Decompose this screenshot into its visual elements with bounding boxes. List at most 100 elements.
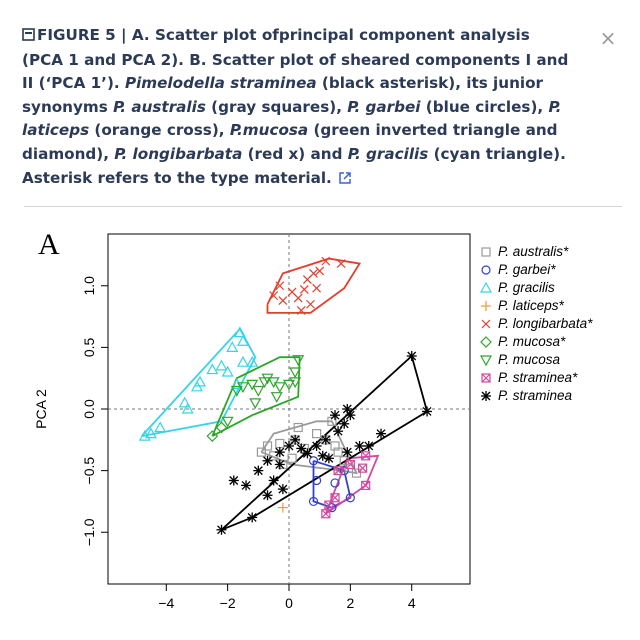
point-invtriangle bbox=[292, 355, 305, 366]
y-tick-label: −0.5 bbox=[81, 457, 97, 485]
legend-label: P. garbei* bbox=[498, 262, 556, 277]
point-square bbox=[262, 441, 273, 451]
figure-panel: −4 −2 0 2 4 −1.0 −0.5 0.0 0.5 1.0 PCA 2 A P. austral… bbox=[0, 212, 640, 640]
caption-species-name: P. laticeps bbox=[22, 97, 562, 140]
legend-label: P. gracilis bbox=[498, 280, 555, 295]
point-triangle bbox=[154, 421, 167, 433]
caption-text: A. Scatter plot ofprincipal component an… bbox=[22, 26, 568, 187]
x-tick-label: 4 bbox=[408, 595, 416, 611]
pca-scatter-chart: −4 −2 0 2 4 −1.0 −0.5 0.0 0.5 1.0 PCA 2 A P. austral… bbox=[33, 228, 593, 611]
figure-label: FIGURE 5 | bbox=[37, 26, 127, 44]
point-circle bbox=[308, 496, 319, 507]
point-boxx bbox=[330, 493, 340, 503]
point-circle bbox=[312, 475, 322, 486]
point-triangle bbox=[206, 363, 219, 375]
point-triangle bbox=[236, 355, 250, 367]
point-square bbox=[293, 422, 303, 433]
point-triangle bbox=[138, 429, 151, 441]
point-boxx bbox=[324, 500, 334, 510]
point-square bbox=[312, 429, 322, 439]
point-circle bbox=[339, 466, 349, 476]
point-circle bbox=[327, 502, 337, 513]
point-x bbox=[269, 291, 279, 301]
point-triangle bbox=[230, 378, 243, 389]
point-square bbox=[269, 451, 279, 461]
point-asterisk bbox=[262, 490, 273, 501]
caption-segment: (green inverted triangle and diamond), bbox=[22, 121, 558, 163]
y-axis-title: PCA 2 bbox=[33, 389, 49, 429]
caption-segment: (black asterisk), its junior synonyms bbox=[22, 74, 544, 116]
x-tick-label: −4 bbox=[158, 595, 174, 611]
legend-label: P. laticeps* bbox=[498, 298, 565, 313]
point-invtriangle bbox=[221, 416, 234, 428]
point-asterisk bbox=[323, 453, 334, 464]
figure-caption: FIGURE 5 | A. Scatter plot ofprincipal c… bbox=[22, 24, 570, 192]
x-tick-label: 2 bbox=[346, 595, 354, 611]
point-asterisk bbox=[342, 404, 353, 414]
hull-boxx bbox=[324, 454, 380, 515]
point-x bbox=[336, 259, 346, 269]
point-triangle bbox=[190, 380, 203, 392]
point-circle bbox=[330, 478, 340, 488]
point-asterisk bbox=[339, 418, 350, 429]
x-tick-label: 0 bbox=[285, 595, 293, 611]
caption-segment: (gray squares), bbox=[205, 97, 348, 116]
point-invtriangle bbox=[289, 367, 302, 379]
point-boxx bbox=[361, 451, 371, 461]
point-asterisk bbox=[274, 447, 285, 458]
point-triangle bbox=[194, 375, 207, 387]
point-triangle bbox=[226, 341, 239, 352]
point-triangle bbox=[233, 326, 246, 338]
point-x bbox=[293, 293, 303, 303]
figure-icon bbox=[22, 25, 35, 49]
point-x bbox=[296, 305, 306, 315]
point-boxx bbox=[321, 509, 331, 519]
point-x bbox=[275, 281, 285, 291]
point-x bbox=[299, 285, 309, 294]
point-asterisk bbox=[274, 459, 285, 470]
legend-marker bbox=[480, 336, 492, 348]
legend-marker bbox=[479, 281, 493, 293]
legend-label: P. australis* bbox=[498, 244, 569, 259]
point-invtriangle bbox=[270, 392, 283, 403]
point-asterisk bbox=[253, 465, 264, 476]
point-invtriangle bbox=[230, 385, 243, 397]
point-x bbox=[312, 283, 322, 293]
point-diamond bbox=[206, 430, 219, 442]
point-triangle bbox=[181, 402, 194, 414]
point-asterisk bbox=[290, 434, 301, 445]
legend-marker bbox=[481, 301, 491, 311]
external-link-icon[interactable] bbox=[338, 169, 352, 193]
legend-marker bbox=[481, 391, 491, 401]
point-x bbox=[278, 296, 288, 305]
caption-segment: A. Scatter plot ofprincipal component an… bbox=[22, 26, 569, 93]
legend-label: P. mucosa* bbox=[498, 334, 566, 349]
point-asterisk bbox=[296, 443, 307, 454]
point-invtriangle bbox=[236, 382, 250, 394]
caption-species-name: P.mucosa bbox=[229, 121, 309, 140]
point-triangle bbox=[246, 355, 259, 367]
legend-marker bbox=[481, 319, 491, 329]
point-boxx bbox=[333, 466, 343, 476]
point-invtriangle bbox=[249, 398, 262, 410]
point-triangle bbox=[144, 427, 157, 439]
hull-square bbox=[260, 420, 359, 475]
point-x bbox=[315, 266, 325, 276]
caption-species-name: P. australis bbox=[113, 97, 206, 116]
point-square bbox=[256, 447, 266, 457]
legend-label: P. mucosa bbox=[498, 352, 561, 367]
point-asterisk bbox=[262, 455, 273, 466]
point-asterisk bbox=[422, 406, 433, 417]
hull-x bbox=[266, 257, 362, 314]
divider bbox=[24, 206, 622, 207]
point-square bbox=[351, 468, 362, 478]
point-asterisk bbox=[228, 475, 239, 486]
point-asterisk bbox=[330, 410, 341, 421]
legend-label: P. straminea bbox=[498, 388, 573, 403]
point-circle bbox=[345, 493, 355, 503]
point-diamond bbox=[215, 421, 228, 434]
point-triangle bbox=[221, 365, 234, 377]
point-square bbox=[333, 447, 343, 457]
point-x bbox=[306, 299, 315, 309]
close-button[interactable]: × bbox=[599, 26, 617, 50]
